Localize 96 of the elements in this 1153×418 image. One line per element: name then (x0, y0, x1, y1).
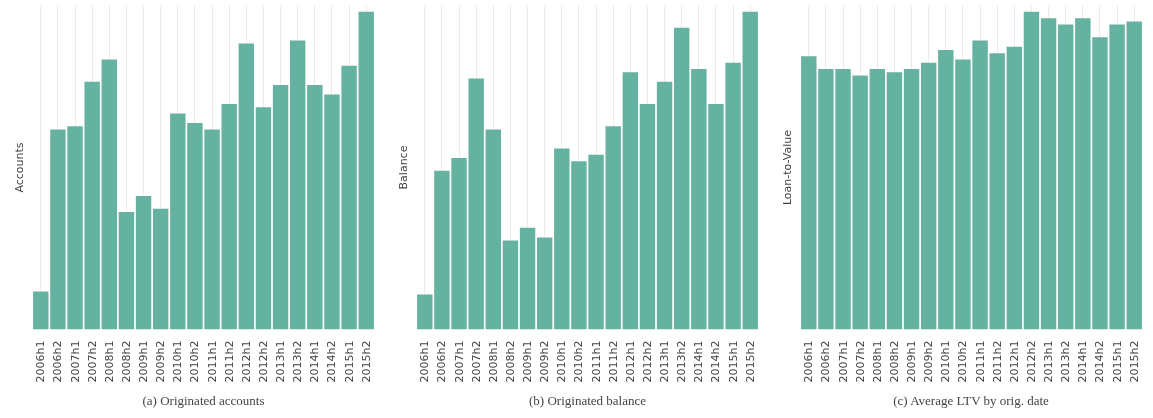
x-tick-label: 2012h1 (623, 340, 637, 383)
x-tick-label: 2010h2 (188, 340, 202, 383)
x-tick-label: 2006h2 (819, 340, 833, 383)
x-tick-label: 2012h1 (239, 340, 253, 383)
x-tick-label: 2015h2 (743, 340, 757, 383)
x-tick-label: 2015h1 (342, 340, 356, 383)
bar (485, 129, 501, 330)
bar (886, 72, 903, 330)
x-tick-label: 2006h2 (51, 340, 65, 383)
x-tick-label: 2015h1 (1110, 340, 1124, 383)
x-tick-label: 2009h1 (137, 340, 151, 383)
x-tick-label: 2008h2 (887, 340, 901, 383)
bar (272, 84, 289, 330)
x-tick-label: 2011h2 (606, 340, 620, 383)
x-tick-label: 2013h1 (274, 340, 288, 383)
x-tick-label: 2008h1 (870, 340, 884, 383)
bar (1023, 11, 1040, 330)
bar (417, 294, 433, 330)
bar (1040, 18, 1057, 330)
x-tick-label: 2011h1 (205, 340, 219, 383)
x-tick-label: 2008h1 (486, 340, 500, 383)
x-tick-label: 2012h2 (640, 340, 654, 383)
bar (135, 196, 152, 330)
bar (903, 69, 920, 330)
x-tick-label: 2006h2 (435, 340, 449, 383)
x-tick-label: 2014h1 (1076, 340, 1090, 383)
x-tick-label: 2014h1 (692, 340, 706, 383)
bar (869, 69, 885, 330)
x-tick-label: 2013h2 (1059, 340, 1073, 383)
x-tick-label: 2009h2 (154, 340, 168, 383)
x-tick-label: 2010h1 (171, 340, 185, 383)
x-tick-label: 2011h2 (222, 340, 236, 383)
x-tick-label: 2014h2 (1093, 340, 1107, 383)
x-tick-label: 2011h1 (589, 340, 603, 383)
x-tick-label: 2013h2 (675, 340, 689, 383)
x-tick-label: 2008h2 (119, 340, 133, 383)
x-tick-label: 2012h1 (1007, 340, 1021, 383)
bar (656, 81, 673, 330)
x-tick-label: 2009h2 (922, 340, 936, 383)
x-tick-label: 2007h2 (85, 340, 99, 383)
bar (622, 72, 639, 330)
x-tick-label: 2007h2 (853, 340, 867, 383)
bar (152, 208, 169, 330)
bar (674, 27, 690, 330)
x-tick-label: 2007h1 (836, 340, 850, 383)
bar (801, 56, 817, 330)
x-tick-label: 2010h1 (555, 340, 569, 383)
x-tick-label: 2012h2 (1024, 340, 1038, 383)
x-tick-label: 2014h2 (709, 340, 723, 383)
text: (b) Originated balance (529, 392, 647, 408)
x-tick-label: 2009h1 (905, 340, 919, 383)
x-tick-label: 2010h2 (956, 340, 970, 383)
x-tick-label: 2014h1 (308, 340, 322, 383)
x-tick-label: 2011h1 (973, 340, 987, 383)
x-tick-label: 2007h1 (452, 340, 466, 383)
x-tick-label: 2007h2 (469, 340, 483, 383)
bar (290, 40, 306, 330)
x-tick-label: 2006h1 (802, 340, 816, 383)
x-tick-label: 2013h2 (291, 340, 305, 383)
bar (1006, 46, 1023, 330)
y-axis-title: Balance (396, 145, 410, 190)
x-tick-label: 2006h1 (34, 340, 48, 383)
bar (742, 11, 758, 330)
bar (536, 237, 553, 330)
bar (639, 103, 656, 330)
bar (1058, 24, 1074, 330)
bar (118, 211, 135, 330)
x-tick-label: 2007h1 (68, 340, 82, 383)
x-tick-label: 2008h1 (102, 340, 116, 383)
x-tick-label: 2012h2 (256, 340, 270, 383)
x-tick-label: 2015h1 (726, 340, 740, 383)
x-tick-label: 2014h2 (325, 340, 339, 383)
bar (255, 107, 272, 330)
x-tick-label: 2010h1 (939, 340, 953, 383)
x-tick-label: 2011h2 (990, 340, 1004, 383)
x-tick-label: 2010h2 (572, 340, 586, 383)
text: (c) Average LTV by orig. date (893, 392, 1050, 408)
bar (238, 43, 255, 330)
bar (519, 227, 536, 330)
y-axis-title: Loan-to-Value (780, 129, 794, 206)
bar (920, 62, 937, 330)
y-axis-title: Accounts (12, 142, 26, 193)
x-tick-label: 2008h2 (503, 340, 517, 383)
x-tick-label: 2015h2 (359, 340, 373, 383)
x-tick-label: 2006h1 (418, 340, 432, 383)
x-tick-label: 2013h1 (658, 340, 672, 383)
bar (101, 59, 117, 330)
x-tick-label: 2013h1 (1042, 340, 1056, 383)
bar (33, 291, 49, 330)
bar (358, 11, 374, 330)
bar (1126, 21, 1142, 330)
x-tick-label: 2009h1 (521, 340, 535, 383)
x-tick-label: 2009h2 (538, 340, 552, 383)
text: (a) Originated accounts (142, 392, 265, 408)
x-tick-label: 2015h2 (1127, 340, 1141, 383)
bar (502, 240, 519, 330)
